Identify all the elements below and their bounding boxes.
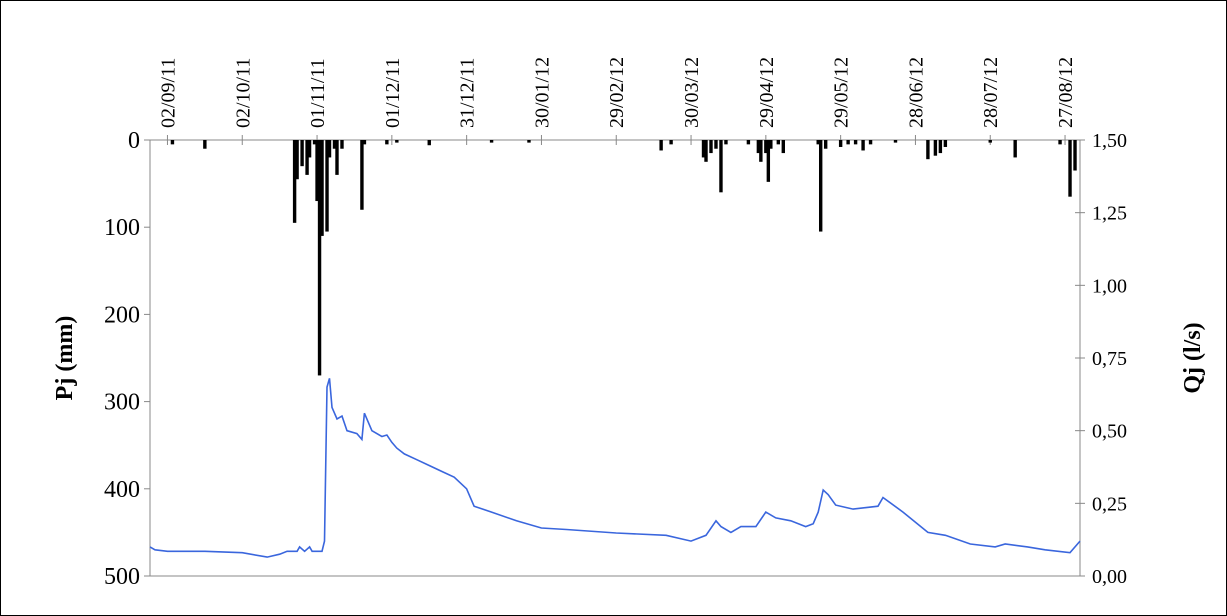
y2-tick-label: 0,50 (1092, 421, 1127, 443)
y-tick-label: 400 (104, 477, 140, 503)
bar (315, 140, 319, 202)
bar (427, 140, 431, 146)
bar (701, 140, 706, 158)
bar (781, 140, 785, 154)
bar (489, 140, 494, 143)
bar (818, 140, 823, 232)
bar (861, 140, 865, 151)
bar (846, 140, 850, 145)
y2-tick-label: 1,00 (1092, 275, 1127, 297)
y2-tick-label: 0,75 (1092, 348, 1127, 370)
bar (1058, 140, 1062, 145)
bar (943, 140, 948, 147)
bar (360, 140, 364, 210)
bar (746, 140, 751, 145)
bar (1068, 140, 1072, 197)
bar (1073, 140, 1077, 171)
bar (714, 140, 718, 149)
x-tick-label: 30/01/12 (531, 57, 553, 128)
bar (305, 140, 309, 175)
bar (327, 140, 332, 158)
x-tick-label: 30/03/12 (681, 57, 703, 128)
y2-tick-label: 0,00 (1092, 566, 1127, 588)
bar (776, 140, 781, 145)
bar (769, 140, 773, 149)
bar (933, 140, 938, 156)
bar (838, 140, 843, 147)
bar (764, 140, 768, 154)
bar (295, 140, 299, 180)
bar (332, 140, 337, 149)
bar (300, 140, 304, 167)
bar (325, 140, 329, 232)
bar (926, 140, 930, 160)
bar (307, 140, 312, 158)
bar (527, 140, 531, 143)
x-tick-label: 28/07/12 (980, 57, 1002, 128)
x-tick-label: 01/12/11 (382, 58, 404, 128)
bar (816, 140, 820, 145)
y-tick-label: 100 (104, 215, 140, 241)
bar (709, 140, 713, 154)
bar (938, 140, 943, 154)
bar (362, 140, 367, 145)
bar (853, 140, 858, 145)
x-tick-label: 28/06/12 (905, 57, 927, 128)
bar (759, 140, 763, 162)
bar (868, 140, 873, 145)
x-tick-label: 29/05/12 (831, 57, 853, 128)
bar (756, 140, 761, 154)
y-tick-label: 300 (104, 390, 140, 416)
bar (320, 140, 324, 236)
bar (292, 140, 297, 223)
y2-tick-label: 0,25 (1092, 493, 1127, 515)
y2-axis-label: Qj (l/s) (1180, 322, 1206, 393)
bar (704, 140, 708, 162)
flow-line (149, 378, 1081, 558)
y2-tick-label: 1,25 (1092, 203, 1127, 225)
y-tick-label: 500 (104, 564, 140, 590)
bar (395, 140, 399, 143)
bar (312, 140, 317, 145)
y-tick-label: 0 (128, 128, 140, 154)
bar (724, 140, 728, 145)
bar (659, 140, 663, 151)
x-tick-label: 27/08/12 (1055, 57, 1077, 128)
y-tick-label: 200 (104, 302, 140, 328)
x-tick-label: 02/09/11 (157, 58, 179, 128)
bar (893, 140, 898, 143)
bar (385, 140, 389, 145)
bar (719, 140, 723, 193)
bar (823, 140, 828, 149)
bar (669, 140, 673, 145)
bar (170, 140, 175, 145)
x-tick-label: 01/11/11 (307, 58, 329, 128)
x-tick-label: 31/12/11 (457, 58, 479, 128)
bar (317, 140, 322, 376)
bar (1013, 140, 1017, 158)
y2-tick-label: 1,50 (1092, 130, 1127, 152)
x-tick-label: 29/02/12 (606, 57, 628, 128)
bar (340, 140, 344, 149)
y-axis-label: Pj (mm) (52, 316, 78, 401)
bar (766, 140, 771, 182)
bar (988, 140, 992, 143)
x-tick-label: 29/04/12 (756, 57, 778, 128)
bar (335, 140, 339, 175)
x-tick-label: 02/10/11 (232, 58, 254, 128)
bar (203, 140, 207, 149)
